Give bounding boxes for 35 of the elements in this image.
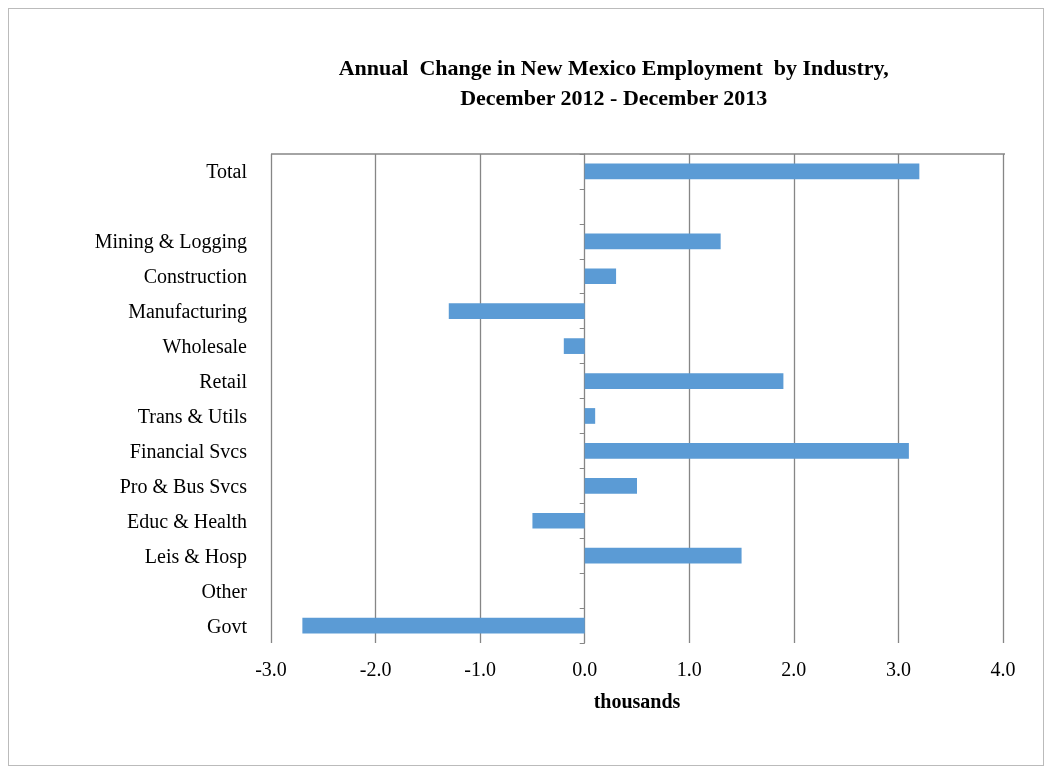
x-tick-label: 0.0: [572, 658, 598, 680]
y-tick-label: Wholesale: [162, 335, 248, 358]
y-tick-label: Mining & Logging: [94, 230, 247, 254]
y-tick-label: Educ & Health: [127, 509, 247, 532]
bar: [584, 268, 617, 285]
x-tick-label: 2.0: [781, 658, 807, 680]
bar: [584, 408, 596, 424]
y-tick-label: Pro & Bus Svcs: [119, 474, 248, 497]
x-tick-label: -2.0: [359, 658, 392, 680]
bar: [563, 338, 585, 354]
bar: [532, 512, 585, 529]
bar: [302, 617, 585, 634]
y-tick-label: Other: [201, 579, 248, 602]
x-tick-label: 1.0: [676, 658, 702, 680]
x-axis-title: thousands: [593, 690, 681, 712]
bar: [584, 373, 784, 389]
bar: [584, 233, 721, 250]
y-tick-label: Construction: [143, 265, 247, 288]
y-tick-label: Total: [206, 160, 248, 183]
bar: [584, 443, 909, 459]
x-tick-label: -1.0: [464, 658, 496, 680]
chart-title: Annual Change in New Mexico Employment by Industry, December 2012 - December 2013: [338, 54, 889, 110]
bar: [584, 547, 742, 564]
y-tick-label: Govt: [207, 614, 248, 637]
x-tick-label: -3.0: [255, 658, 287, 680]
y-tick-label: Retail: [199, 370, 248, 393]
bar: [584, 477, 637, 494]
y-tick-label: Manufacturing: [128, 300, 247, 324]
y-tick-label: Trans & Utils: [137, 404, 248, 427]
bar: [448, 303, 585, 320]
y-tick-label: Financial Svcs: [129, 439, 248, 462]
x-tick-label: 3.0: [885, 658, 911, 680]
y-tick-label: Leis & Hosp: [144, 544, 247, 568]
x-tick-label: 4.0: [990, 658, 1016, 680]
bar: [584, 163, 920, 180]
